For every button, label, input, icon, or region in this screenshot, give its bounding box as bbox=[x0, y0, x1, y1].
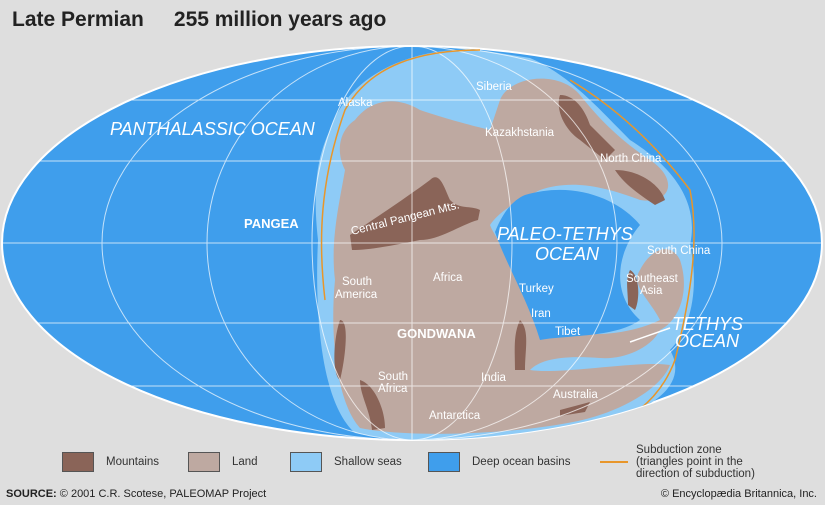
legend-mountains: Mountains bbox=[62, 452, 159, 472]
label-asia: Asia bbox=[640, 285, 663, 297]
label-pangea: PANGEA bbox=[244, 216, 299, 231]
label-turkey: Turkey bbox=[519, 283, 554, 295]
tethys-arrow bbox=[629, 327, 671, 343]
label-antarctica: Antarctica bbox=[429, 410, 481, 422]
legend-subduction: Subduction zone (triangles point in the di… bbox=[600, 444, 755, 480]
label-alaska: Alaska bbox=[338, 97, 373, 109]
period-title: Late Permian bbox=[12, 8, 144, 31]
label-south-china: South China bbox=[647, 245, 711, 257]
label-africa-south: Africa bbox=[378, 383, 408, 395]
label-africa: Africa bbox=[433, 272, 463, 284]
copyright: © Encyclopædia Britannica, Inc. bbox=[660, 488, 817, 500]
label-kazakhstania: Kazakhstania bbox=[485, 127, 555, 139]
source-label: SOURCE: bbox=[6, 488, 57, 500]
label-tethys: TETHYS bbox=[672, 314, 743, 334]
label-panthalassic: PANTHALASSIC OCEAN bbox=[110, 119, 316, 139]
source-text: © 2001 C.R. Scotese, PALEOMAP Project bbox=[56, 488, 267, 500]
label-south-africa: South bbox=[378, 371, 408, 383]
label-iran: Iran bbox=[531, 308, 551, 320]
label-paleo-tethys: PALEO-TETHYS bbox=[497, 224, 633, 244]
label-america: America bbox=[335, 289, 378, 301]
label-australia: Australia bbox=[553, 389, 598, 401]
paleo-tethys-basin bbox=[495, 189, 640, 340]
legend-label: direction of subduction) bbox=[636, 468, 755, 480]
shallow-swatch bbox=[290, 452, 322, 472]
label-gondwana: GONDWANA bbox=[397, 326, 476, 341]
legend-label: Shallow seas bbox=[334, 456, 402, 468]
legend-label: Deep ocean basins bbox=[472, 456, 571, 468]
label-india: India bbox=[481, 372, 507, 384]
legend: Mountains Land Shallow seas Deep ocean b… bbox=[0, 444, 825, 484]
label-tibet: Tibet bbox=[555, 326, 581, 338]
subduction-zone bbox=[320, 49, 695, 431]
legend-label: Subduction zone bbox=[636, 444, 722, 456]
subduction-line-icon bbox=[600, 461, 628, 463]
map-title: Late Permian 255 million years ago bbox=[12, 8, 416, 32]
label-southeast-asia: Southeast bbox=[626, 273, 679, 285]
label-south-america: South bbox=[342, 276, 372, 288]
legend-label: Mountains bbox=[106, 456, 160, 468]
legend-deep: Deep ocean basins bbox=[428, 452, 570, 472]
deep-swatch bbox=[428, 452, 460, 472]
source-credit: SOURCE: © 2001 C.R. Scotese, PALEOMAP Pr… bbox=[6, 488, 266, 500]
legend-label: (triangles point in the bbox=[636, 456, 743, 468]
label-tethys-ocean: OCEAN bbox=[675, 331, 740, 351]
age-title: 255 million years ago bbox=[173, 8, 387, 31]
legend-shallow: Shallow seas bbox=[290, 452, 402, 472]
label-paleo-tethys-ocean: OCEAN bbox=[535, 244, 600, 264]
land-swatch bbox=[188, 452, 220, 472]
label-siberia: Siberia bbox=[476, 81, 512, 93]
mountains-swatch bbox=[62, 452, 94, 472]
label-north-china: North China bbox=[600, 153, 662, 165]
legend-label: Land bbox=[232, 456, 258, 468]
mountains bbox=[334, 95, 665, 430]
legend-land: Land bbox=[188, 452, 258, 472]
